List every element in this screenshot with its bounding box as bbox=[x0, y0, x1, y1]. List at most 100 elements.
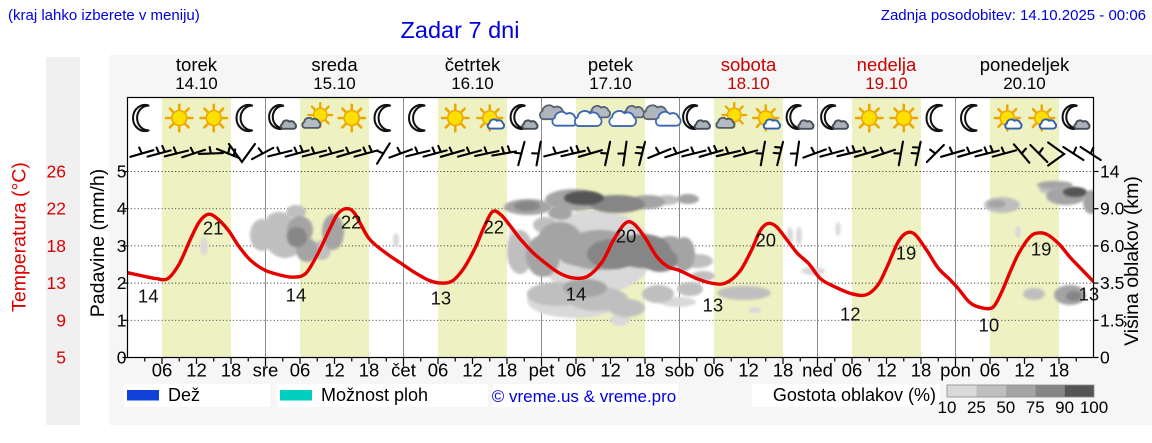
temperature-extreme-label: 12 bbox=[840, 303, 861, 324]
hour-label: 12 bbox=[324, 360, 345, 381]
cloud-height-tick-label: 1.5 bbox=[1100, 310, 1124, 330]
wind-barb bbox=[439, 146, 465, 158]
day-date: 20.10 bbox=[1003, 74, 1046, 93]
sun-graycloud-icon bbox=[715, 101, 748, 129]
cloud-blob bbox=[835, 222, 841, 236]
location-menu-note: (kraj lahko izberete v meniju) bbox=[8, 7, 200, 24]
cloud-density-label-box bbox=[752, 384, 940, 407]
wind-barb bbox=[531, 140, 542, 167]
temperature-extreme-label: 20 bbox=[616, 225, 637, 246]
wind-barb bbox=[819, 146, 845, 158]
day-abbr-label: čet bbox=[391, 360, 416, 381]
cloud-blob bbox=[988, 200, 1006, 208]
wind-barb bbox=[925, 143, 945, 164]
temperature-extreme-label: 13 bbox=[703, 295, 724, 316]
precipitation-tick-label: 2 bbox=[117, 273, 127, 293]
sun-icon bbox=[337, 103, 367, 133]
wind-barb bbox=[991, 146, 1018, 158]
cloud-blob bbox=[673, 237, 695, 271]
hour-label: 12 bbox=[600, 360, 621, 381]
cloud-blob bbox=[266, 212, 292, 230]
wind-barb bbox=[957, 146, 983, 158]
wind-barb bbox=[617, 140, 628, 167]
wind-barb bbox=[853, 146, 879, 158]
temperature-extreme-label: 22 bbox=[483, 216, 504, 237]
wind-barb bbox=[181, 146, 207, 159]
wind-barb bbox=[755, 140, 767, 167]
sun-cloud-icon bbox=[751, 104, 781, 132]
temperature-extreme-label: 22 bbox=[341, 212, 362, 233]
cloud-density-layer bbox=[200, 181, 1094, 326]
day-date: 18.10 bbox=[727, 74, 770, 93]
wind-barb bbox=[698, 144, 724, 158]
cloud-blob bbox=[1083, 190, 1094, 214]
wind-barb bbox=[250, 146, 275, 161]
wind-barb bbox=[318, 146, 345, 158]
wind-barb bbox=[267, 146, 293, 158]
wind-barb bbox=[940, 146, 966, 158]
hour-label: 18 bbox=[221, 360, 242, 381]
temperature-extreme-label: 13 bbox=[1079, 283, 1100, 304]
cloud-blob bbox=[507, 230, 533, 274]
cloud-blob bbox=[563, 279, 607, 297]
legend-row: Dež Možnost ploh © vreme.us & vreme.pro Gos… bbox=[124, 384, 940, 407]
wind-barb bbox=[789, 140, 801, 167]
wind-barb bbox=[474, 146, 500, 158]
wind-barb bbox=[301, 146, 328, 158]
wind-barb bbox=[129, 146, 155, 158]
hour-label: 18 bbox=[359, 360, 380, 381]
hour-label: 12 bbox=[876, 360, 897, 381]
wind-barb bbox=[197, 146, 224, 155]
day-name: torek bbox=[176, 54, 218, 75]
cloud-blob bbox=[749, 307, 761, 313]
cloud-blob bbox=[200, 237, 208, 255]
wind-barb bbox=[146, 144, 172, 158]
moon-icon bbox=[407, 103, 426, 133]
cloud-density-segment bbox=[1005, 385, 1036, 397]
cloud-density-tick: 50 bbox=[996, 398, 1015, 417]
wind-barb bbox=[560, 145, 586, 158]
precipitation-tick-label: 4 bbox=[117, 199, 127, 219]
temperature-extreme-label: 14 bbox=[286, 285, 307, 306]
sun-icon bbox=[889, 103, 919, 133]
wind-barb bbox=[513, 140, 526, 167]
moon-cloud-icon bbox=[785, 104, 815, 130]
wind-barb bbox=[163, 146, 190, 158]
wind-barb bbox=[422, 144, 448, 158]
day-name: nedelja bbox=[857, 54, 917, 75]
precipitation-tick-label: 1 bbox=[117, 310, 127, 330]
cloud-blob bbox=[557, 239, 593, 265]
shower-label: Možnost ploh bbox=[321, 385, 428, 405]
left-gray-strip bbox=[46, 57, 80, 425]
x-axis-labels: 06 12 18 sre 06 12 18 čet 06 12 18 pet 06 12 18 sob 06 12… bbox=[152, 360, 1070, 381]
temperature-extreme-label: 19 bbox=[896, 242, 917, 263]
wind-barb bbox=[893, 140, 905, 167]
hour-label: 12 bbox=[186, 360, 207, 381]
cloud-blob bbox=[1063, 187, 1087, 197]
cloud-height-axis-title: Višina oblakov (km) bbox=[1121, 176, 1143, 346]
wind-barb bbox=[681, 146, 707, 158]
copyright-box bbox=[493, 384, 678, 407]
moon-icon bbox=[373, 103, 392, 133]
temperature-extreme-labels: 14 21 14 22 13 22 14 20 13 20 12 19 10 19 13 bbox=[138, 212, 1099, 336]
hour-label: 06 bbox=[152, 360, 173, 381]
cloud-blob bbox=[677, 282, 703, 296]
wind-barb bbox=[353, 144, 379, 158]
wind-barb bbox=[405, 146, 431, 158]
cloud-density-tick: 75 bbox=[1026, 398, 1045, 417]
hour-label: 18 bbox=[911, 360, 932, 381]
temperature-extreme-label: 21 bbox=[203, 218, 224, 239]
sun-cloud-icon bbox=[1027, 104, 1057, 132]
hour-label: 06 bbox=[842, 360, 863, 381]
wind-barb bbox=[647, 146, 672, 160]
hour-label: 06 bbox=[428, 360, 449, 381]
hour-label: 06 bbox=[704, 360, 725, 381]
day-date: 15.10 bbox=[313, 74, 356, 93]
precipitation-tick-label: 3 bbox=[117, 236, 127, 256]
copyright-link[interactable]: © vreme.us & vreme.pro bbox=[492, 387, 676, 406]
hour-label: 12 bbox=[738, 360, 759, 381]
rain-swatch bbox=[127, 390, 159, 401]
cloud-blob bbox=[717, 286, 771, 300]
